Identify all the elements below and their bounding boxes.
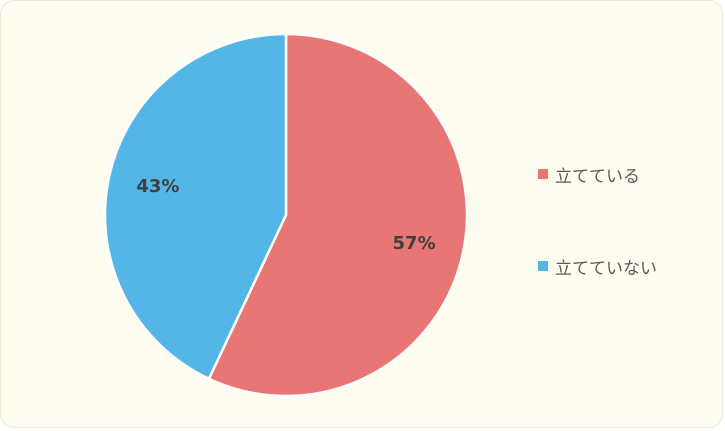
legend-label-2: 立てていない xyxy=(555,258,657,279)
pie-slice-1 xyxy=(207,32,469,398)
pie-slice-2 xyxy=(103,32,288,381)
slice-label-1: 57% xyxy=(393,233,436,254)
legend-label-1: 立てている xyxy=(555,166,640,187)
slice-label-2: 43% xyxy=(136,176,179,197)
pie-slices xyxy=(103,32,469,398)
legend-swatch-1 xyxy=(538,169,548,179)
legend-item-2: 立てていない xyxy=(538,253,657,279)
legend-item-1: 立てている xyxy=(538,161,657,187)
chart-legend: 立てている 立てていない xyxy=(538,161,657,345)
pie-labels: 57% 43% xyxy=(136,176,435,254)
legend-swatch-2 xyxy=(538,261,548,271)
